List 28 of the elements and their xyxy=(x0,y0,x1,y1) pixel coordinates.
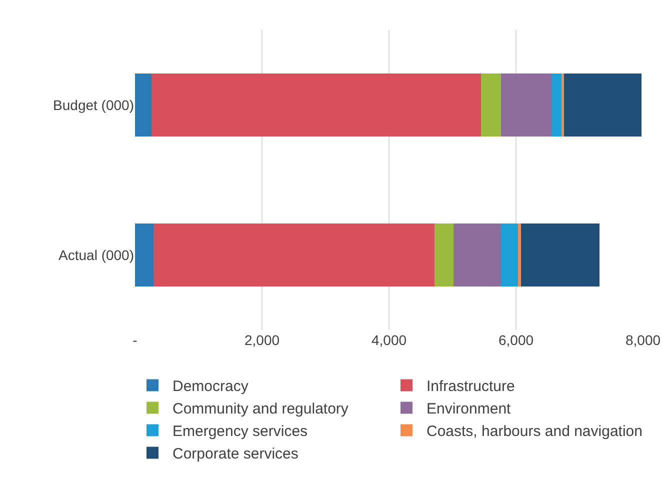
x-tick-label: 6,000 xyxy=(498,332,534,348)
legend-label: Community and regulatory xyxy=(172,400,349,418)
legend-label: Infrastructure xyxy=(426,378,515,396)
legend-label: Emergency services xyxy=(172,423,308,440)
bar xyxy=(152,74,482,136)
bar xyxy=(501,224,519,286)
x-tick-label: - xyxy=(132,332,138,348)
bar xyxy=(518,224,521,286)
bar xyxy=(561,74,564,136)
legend-label: Coasts, harbours and navigation xyxy=(426,423,642,440)
y-tick-label: Budget (000) xyxy=(53,96,134,113)
x-tick-label: 2,000 xyxy=(244,332,280,348)
x-tick-label: 8,000 xyxy=(625,332,661,348)
bar xyxy=(520,224,600,286)
bar xyxy=(153,224,434,286)
bar xyxy=(564,74,642,136)
bar xyxy=(501,74,552,136)
bar xyxy=(434,224,454,286)
bar xyxy=(481,74,502,136)
bar xyxy=(135,224,154,286)
legend-label: Corporate services xyxy=(172,446,298,463)
bar xyxy=(135,74,152,136)
legend-label: Democracy xyxy=(172,378,249,396)
bar xyxy=(453,224,502,286)
x-tick-label: 4,000 xyxy=(371,332,407,348)
legend-label: Environment xyxy=(426,400,512,418)
y-tick-label: Actual (000) xyxy=(58,246,134,263)
bar xyxy=(552,74,562,136)
